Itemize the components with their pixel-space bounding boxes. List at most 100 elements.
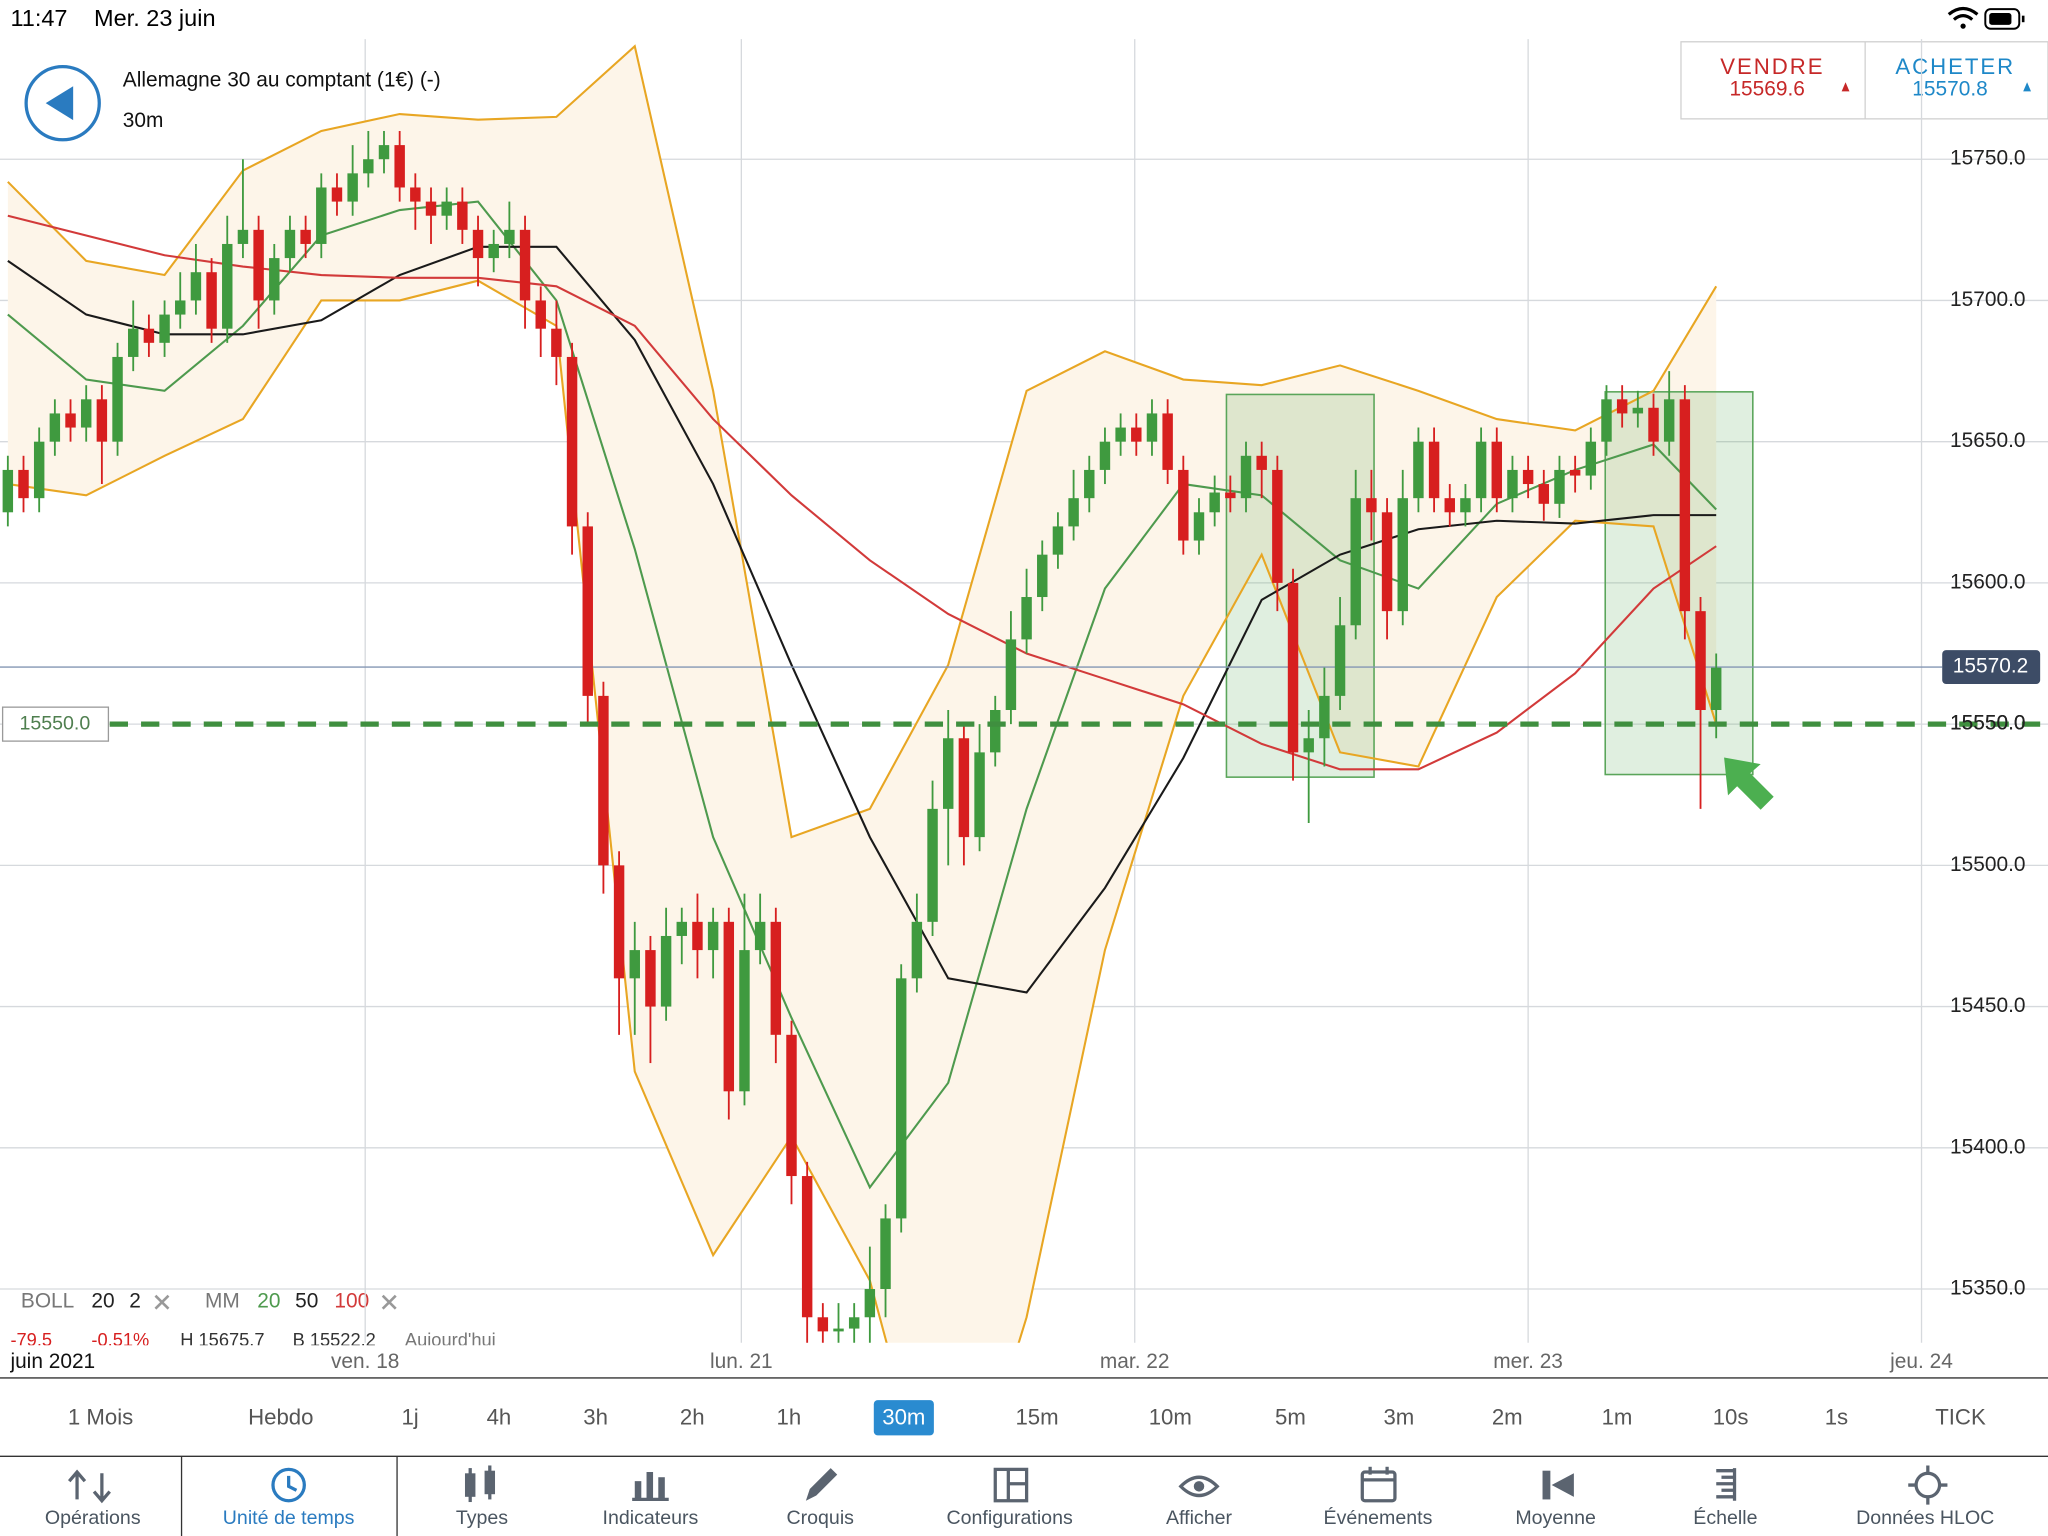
timeframe-option[interactable]: 15m <box>1015 1404 1058 1429</box>
candle-body <box>1695 611 1706 711</box>
buy-label: ACHETER <box>1895 54 2015 79</box>
candle-body <box>18 469 29 499</box>
timeframe-option[interactable]: 4h <box>487 1404 512 1429</box>
timeframe-option[interactable]: 1h <box>777 1404 802 1429</box>
toolbar-button[interactable]: Configurations <box>947 1507 1073 1529</box>
timeframe-option[interactable]: 2m <box>1492 1404 1523 1429</box>
candle-body <box>1569 469 1581 476</box>
toolbar-button[interactable]: Opérations <box>45 1507 141 1529</box>
y-tick-label: 15500.0 <box>1950 853 2025 876</box>
candle-body <box>1052 526 1064 555</box>
candle-body <box>770 921 782 1035</box>
buy-button[interactable]: ACHETER 15570.8 <box>1895 54 2032 101</box>
timeframe-option[interactable]: Hebdo <box>248 1404 313 1429</box>
candle-body <box>1554 469 1565 504</box>
price-tag-box <box>1942 650 2041 685</box>
toolbar-button[interactable]: Événements <box>1324 1506 1433 1529</box>
timeframe-option[interactable]: 1s <box>1825 1404 1848 1429</box>
timeframe-option[interactable]: 30m <box>882 1404 925 1429</box>
candle-body <box>1178 469 1189 541</box>
candle-body <box>1679 399 1691 612</box>
candle-body <box>1193 512 1205 541</box>
candle-body <box>457 201 468 230</box>
candle-body <box>2 469 14 513</box>
remove-mm[interactable] <box>381 1294 397 1310</box>
candle-body <box>1616 399 1628 414</box>
toolbar-button[interactable]: Moyenne <box>1515 1507 1596 1529</box>
timeframe-option[interactable]: 10s <box>1713 1404 1749 1429</box>
timeframe-option[interactable]: 3m <box>1383 1404 1414 1429</box>
y-tick-label: 15400.0 <box>1950 1135 2025 1158</box>
candle-body <box>1381 512 1393 612</box>
sell-label: VENDRE <box>1720 54 1824 79</box>
timeframe-option[interactable]: 3h <box>583 1404 608 1429</box>
plot-area <box>0 44 1943 1343</box>
candle-body <box>1146 413 1158 442</box>
legend-mm: MM <box>205 1290 240 1313</box>
toolbar-button[interactable]: Afficher <box>1166 1507 1232 1529</box>
wifi-icon <box>1947 6 1979 29</box>
legend-mm-50: 50 <box>295 1290 318 1313</box>
timeframe-option[interactable]: 1 Mois <box>68 1404 133 1429</box>
candle-body <box>958 738 970 838</box>
timeframe-option[interactable]: TICK <box>1935 1404 1986 1429</box>
toolbar-button[interactable]: Indicateurs <box>603 1507 699 1529</box>
timeframe-option[interactable]: 10m <box>1149 1404 1192 1429</box>
toolbar-button[interactable]: Croquis <box>787 1507 855 1529</box>
candle-body <box>1240 455 1252 499</box>
candle-body <box>1632 407 1644 414</box>
buy-price: 15570.8 <box>1912 78 1987 101</box>
candle-body <box>801 1176 813 1318</box>
candle-body <box>1444 498 1455 513</box>
annotation-arrow <box>1724 757 1774 810</box>
toolbar-button[interactable]: Types <box>456 1507 508 1529</box>
candle-body <box>1507 469 1518 499</box>
status-time: 11:47 <box>10 5 67 31</box>
sell-button[interactable]: VENDRE 15569.6 <box>1720 54 1850 101</box>
stat-low: B 15522.2 <box>293 1329 376 1350</box>
y-tick-label: 15550.0 <box>1950 712 2025 735</box>
back-button[interactable] <box>24 64 101 142</box>
price-tag: 15570.2 <box>1953 655 2028 678</box>
indicator-line <box>7 200 1717 1190</box>
legend-boll: BOLL <box>21 1290 74 1313</box>
candle-body <box>49 413 61 442</box>
candle-body <box>660 935 672 1007</box>
buy-arrow <box>2023 82 2032 92</box>
candle-body <box>316 187 327 244</box>
candle-body <box>942 738 954 809</box>
candle-body <box>598 695 609 866</box>
toolbar-button[interactable]: Données HLOC <box>1856 1507 1994 1529</box>
y-tick-label: 15650.0 <box>1950 429 2025 452</box>
candle-body <box>441 201 452 216</box>
candle-body <box>645 950 656 1007</box>
y-tick-label: 15350.0 <box>1950 1277 2025 1300</box>
candle-body <box>1663 399 1675 442</box>
candle-body <box>1272 469 1283 583</box>
timeframe-option[interactable]: 1m <box>1602 1404 1633 1429</box>
candle-body <box>1005 639 1017 711</box>
timeframe-option[interactable]: 1j <box>401 1404 418 1429</box>
timeframe-option[interactable]: 5m <box>1275 1404 1306 1429</box>
candle-body <box>1475 441 1487 499</box>
candle-body <box>80 399 92 428</box>
candle-body <box>1209 492 1220 513</box>
y-tick-label: 15700.0 <box>1950 288 2025 311</box>
candle-body <box>1099 441 1111 470</box>
legend-boll-dev: 2 <box>129 1290 141 1313</box>
remove-boll[interactable] <box>154 1294 170 1310</box>
candle-body <box>692 921 703 951</box>
candle-body <box>96 399 108 442</box>
y-tick-label: 15600.0 <box>1950 570 2025 593</box>
timeframe-bar: 1 Mois Hebdo 1j 4h 3h 2h 1h 30m 15m 10m 5m 3m 2m 1m 10… <box>68 1400 1986 1436</box>
candle-body <box>786 1034 797 1177</box>
candle-body <box>723 921 735 1092</box>
toolbar-button[interactable]: Échelle <box>1693 1506 1757 1529</box>
candle-body <box>911 921 923 979</box>
candle-body <box>237 229 249 244</box>
candle-body <box>1131 427 1142 442</box>
timeframe-option[interactable]: 2h <box>680 1404 705 1429</box>
candle-body <box>1413 441 1424 499</box>
toolbar-button[interactable]: Unité de temps <box>223 1507 355 1529</box>
x-tick-label: jeu. 24 <box>1889 1350 1953 1373</box>
